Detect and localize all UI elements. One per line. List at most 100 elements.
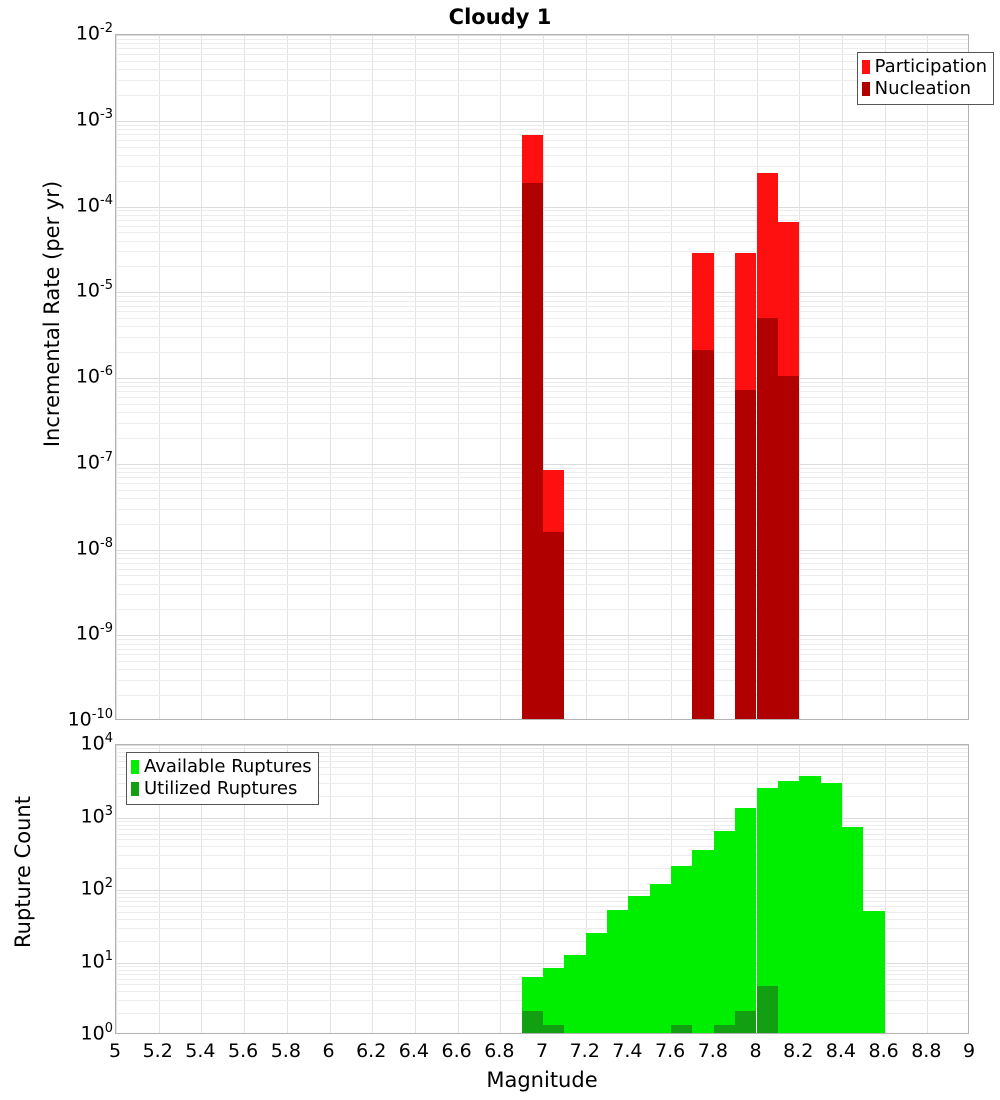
y-tick-label: 10-5 <box>75 278 113 302</box>
gridline-horizontal <box>116 893 968 895</box>
y-axis-label-bottom: Rupture Count <box>11 796 35 948</box>
legend-swatch-icon <box>131 782 139 796</box>
bar-segment-utilized <box>543 1024 565 1033</box>
bar-segment-nucleation <box>521 182 543 719</box>
gridline-vertical <box>372 35 374 719</box>
gridline-vertical <box>628 35 630 719</box>
bar-group <box>649 745 672 1033</box>
bar-group <box>585 745 608 1033</box>
gridline-vertical <box>713 35 715 719</box>
bar-group <box>777 35 800 719</box>
bar-segment-nucleation <box>735 390 757 719</box>
bar-group <box>735 745 757 1033</box>
gridline-vertical <box>543 745 544 1033</box>
gridline-horizontal <box>116 839 968 841</box>
gridline-horizontal <box>116 48 968 50</box>
x-tick-label: 7.6 <box>654 1040 686 1062</box>
x-tick-label: 7.8 <box>697 1040 728 1062</box>
x-tick-label: 8.4 <box>825 1040 856 1062</box>
legend-item: Participation <box>861 56 987 78</box>
gridline-horizontal <box>116 965 968 967</box>
legend-label: Available Ruptures <box>144 756 312 777</box>
x-tick-label: 7.4 <box>612 1040 643 1062</box>
y-tick-label: 10-7 <box>75 449 113 474</box>
legend-swatch-icon <box>131 760 139 774</box>
gridline-horizontal <box>116 120 968 122</box>
gridline-horizontal <box>116 773 968 775</box>
bar-group <box>521 745 543 1033</box>
gridline-vertical <box>414 745 416 1033</box>
gridline-horizontal <box>116 761 968 763</box>
gridline-horizontal <box>116 134 968 136</box>
gridline-horizontal <box>116 962 968 964</box>
legend-item: Nucleation <box>861 78 987 100</box>
bar-segment-available <box>799 776 821 1033</box>
gridline-horizontal <box>116 752 968 754</box>
gridline-horizontal <box>116 748 968 750</box>
bar-segment-available <box>863 911 885 1033</box>
x-tick-label: 6.6 <box>441 1040 472 1062</box>
bar-segment-available <box>607 909 629 1033</box>
bar-segment-utilized <box>735 1011 757 1033</box>
gridline-vertical <box>841 35 843 719</box>
bar-group <box>543 745 565 1033</box>
gridline-horizontal <box>116 43 968 45</box>
gridline-horizontal <box>116 855 968 857</box>
gridline-vertical <box>158 35 160 719</box>
gridline-vertical <box>201 35 203 719</box>
bar-group <box>713 745 736 1033</box>
gridline-horizontal <box>116 60 968 62</box>
gridline-horizontal <box>116 969 968 971</box>
x-tick-label: 5 <box>108 1040 122 1062</box>
gridline-vertical <box>927 35 929 719</box>
bar-segment-nucleation <box>777 376 800 719</box>
bar-segment-available <box>713 830 736 1033</box>
legend-item: Utilized Ruptures <box>131 778 312 800</box>
bar-segment-utilized <box>756 985 778 1033</box>
gridline-horizontal <box>116 129 968 131</box>
legend-bottom: Available Ruptures Utilized Ruptures <box>126 752 319 805</box>
gridline-horizontal <box>116 906 968 908</box>
gridline-horizontal <box>116 817 968 819</box>
legend-label: Nucleation <box>874 78 971 99</box>
bar-segment-available <box>671 866 693 1033</box>
gridline-vertical <box>116 745 117 1033</box>
legend-swatch-icon <box>861 82 870 96</box>
x-tick-label: 8.2 <box>783 1040 814 1062</box>
y-tick-label: 104 <box>80 731 113 755</box>
bar-segment-available <box>777 780 800 1033</box>
bar-segment-available <box>820 783 842 1033</box>
gridline-horizontal <box>116 54 968 56</box>
y-tick-label: 10-10 <box>67 707 113 731</box>
bar-segment-nucleation <box>692 350 714 719</box>
legend-label: Utilized Ruptures <box>144 778 298 799</box>
gridline-horizontal <box>116 745 968 746</box>
bar-segment-available <box>649 883 672 1033</box>
gridline-horizontal <box>116 69 968 71</box>
grid-bottom <box>116 745 968 1033</box>
bar-group <box>500 745 521 1033</box>
gridline-horizontal <box>116 868 968 870</box>
bar-group <box>458 745 479 1033</box>
gridline-vertical <box>884 745 886 1033</box>
gridline-vertical <box>543 35 544 719</box>
bar-segment-nucleation <box>756 317 778 719</box>
y-tick-label: 100 <box>80 1021 113 1045</box>
y-axis-ticks-bottom: 104 103 102 101 100 <box>10 0 113 1100</box>
gridline-vertical <box>244 745 246 1033</box>
gridline-vertical <box>286 35 288 719</box>
bars-bottom <box>116 745 968 1033</box>
gridline-horizontal <box>116 940 968 942</box>
gridline-horizontal <box>116 79 968 81</box>
gridline-horizontal <box>116 795 968 797</box>
x-tick-label: 8.6 <box>868 1040 899 1062</box>
gridline-vertical <box>500 745 502 1033</box>
gridline-horizontal <box>116 766 968 768</box>
bar-segment-nucleation <box>543 532 565 719</box>
y-tick-label: 10-8 <box>75 535 113 559</box>
gridline-vertical <box>286 745 288 1033</box>
bar-segment-utilized <box>521 1011 543 1033</box>
gridline-horizontal <box>116 124 968 126</box>
x-tick-label: 6 <box>322 1040 335 1062</box>
